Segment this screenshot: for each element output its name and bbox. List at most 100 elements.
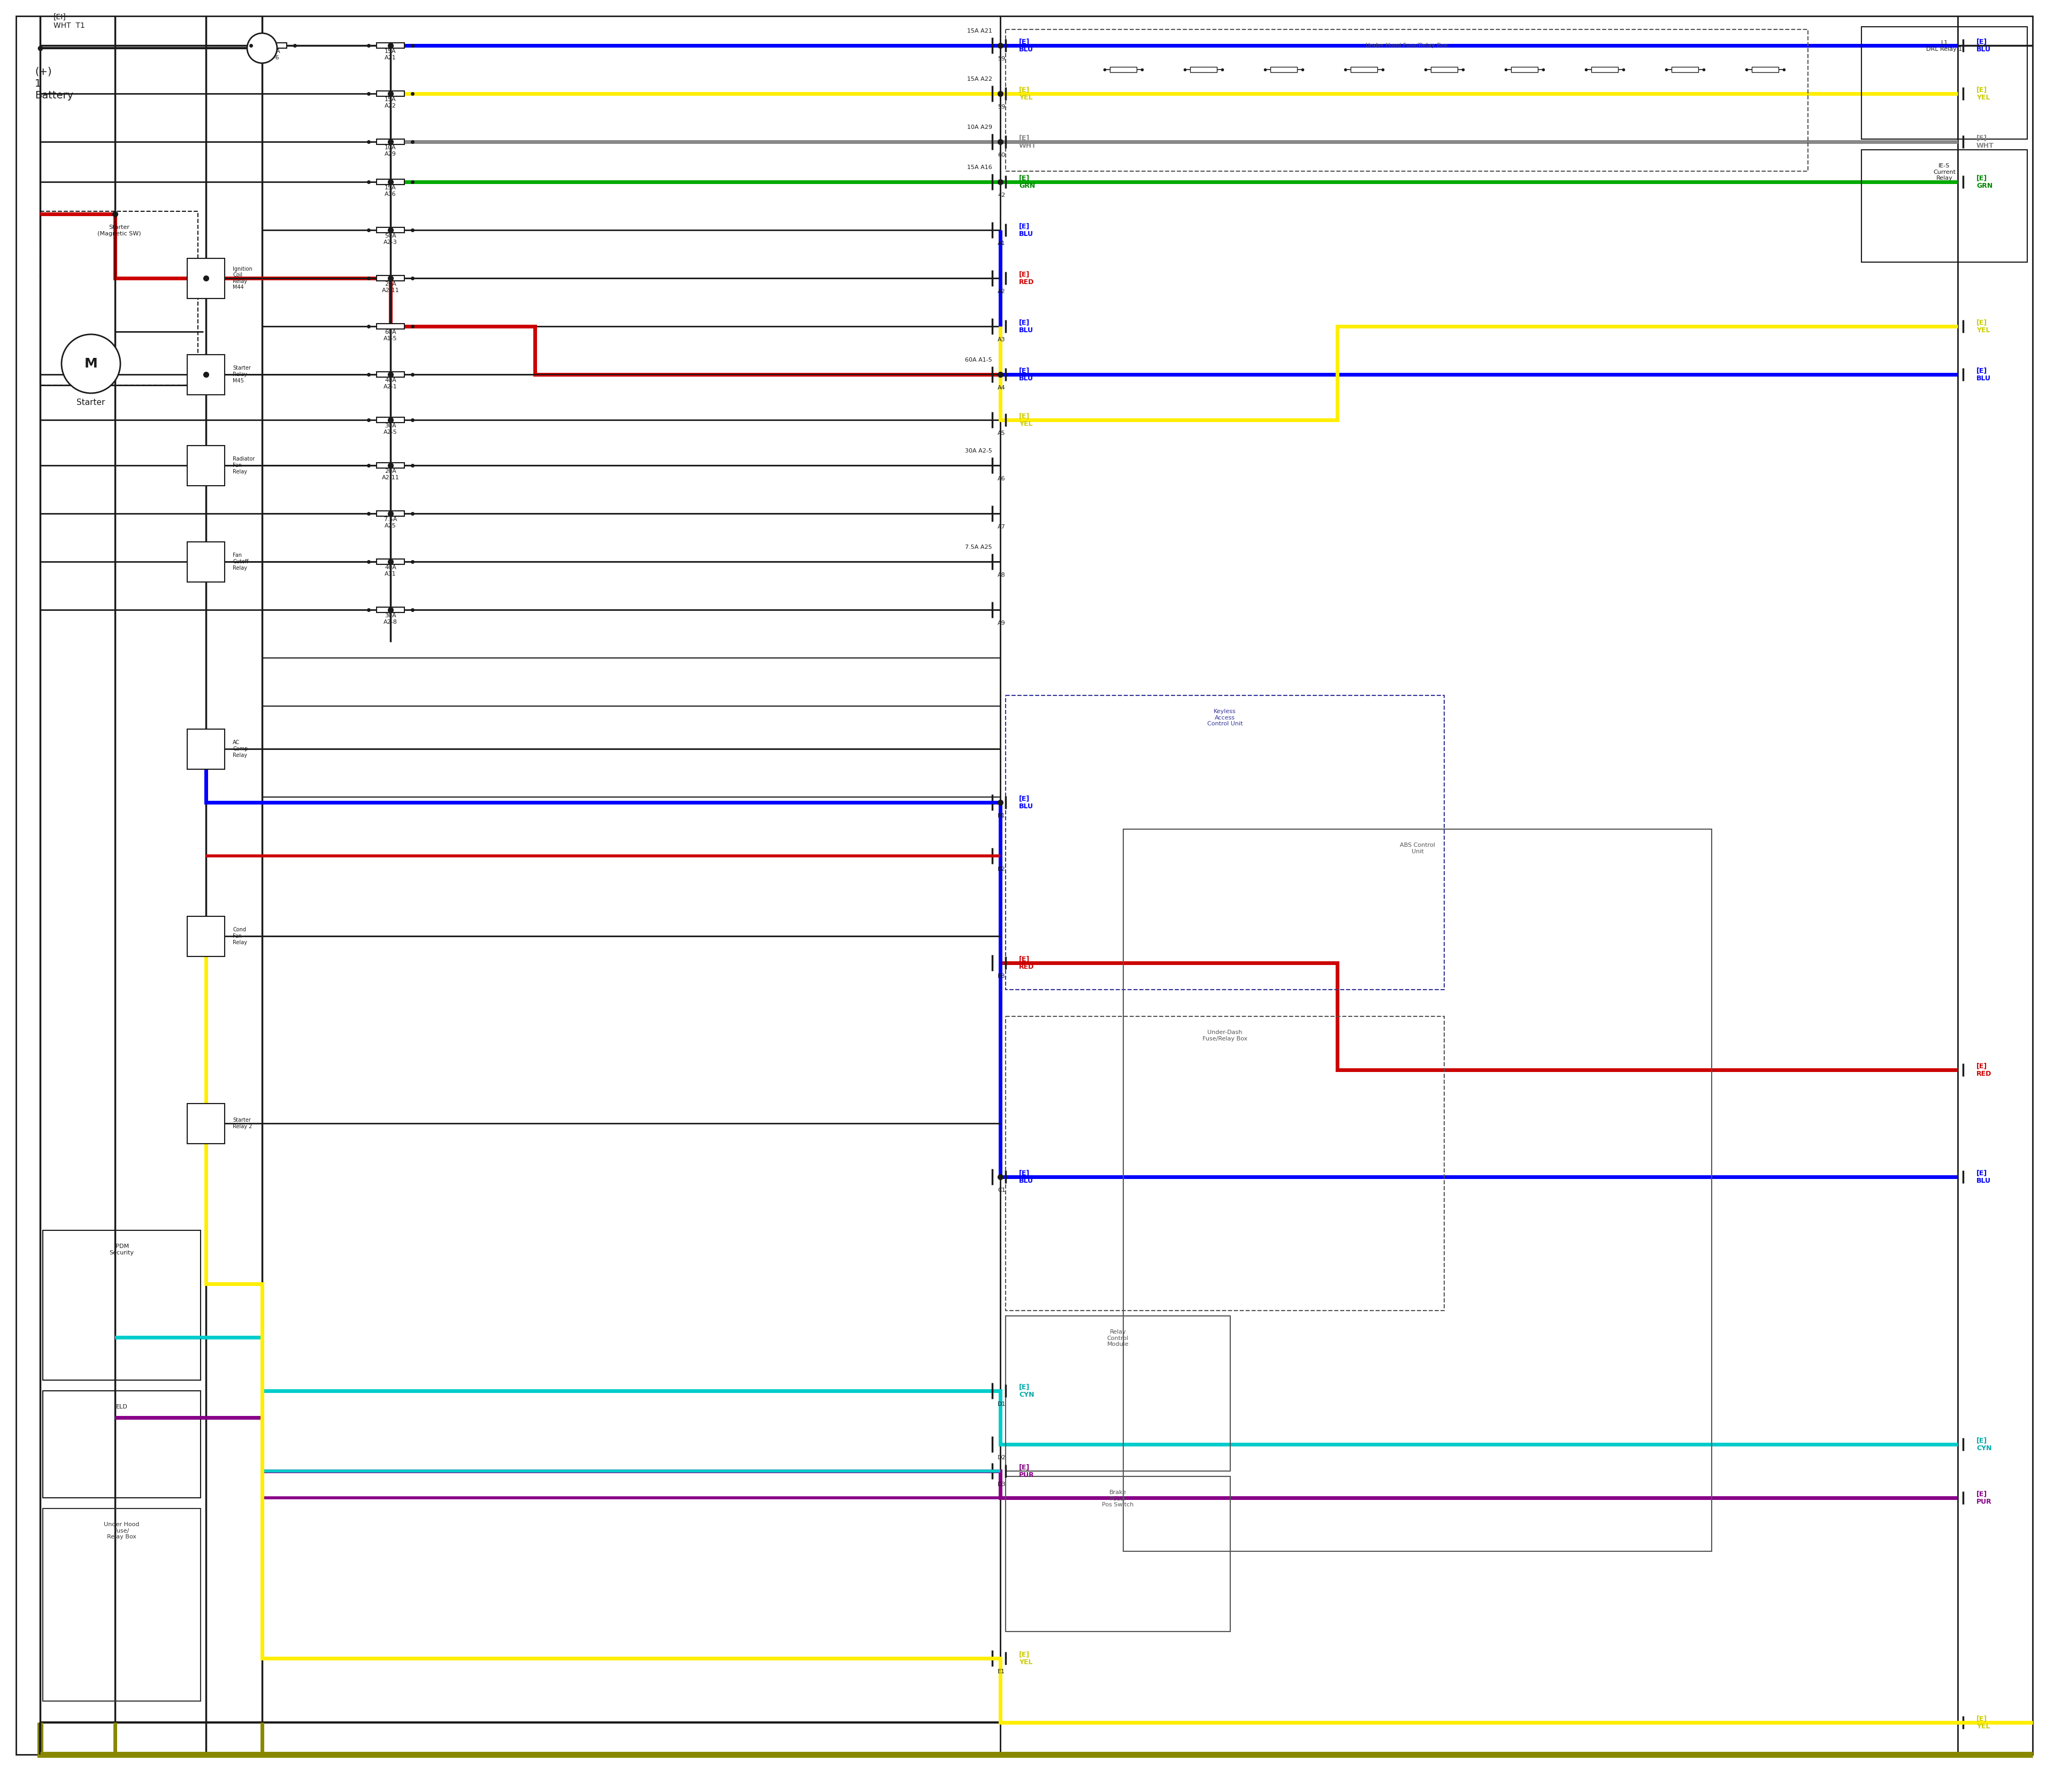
Bar xyxy=(1861,151,2027,262)
Bar xyxy=(43,1391,201,1498)
Text: [E]
BLU: [E] BLU xyxy=(1976,367,1990,382)
Text: IE-S
Current
Relay: IE-S Current Relay xyxy=(1933,163,1955,181)
Text: Under Hood Fuse/Relay Box: Under Hood Fuse/Relay Box xyxy=(1366,43,1448,48)
Text: Ignition
Coil
Relay
M44: Ignition Coil Relay M44 xyxy=(232,267,253,290)
Text: 59: 59 xyxy=(998,104,1004,109)
Bar xyxy=(376,371,405,376)
Text: 30A
A2-8: 30A A2-8 xyxy=(384,613,396,625)
Bar xyxy=(43,1509,201,1701)
Text: [E]
WHT: [E] WHT xyxy=(1019,134,1037,149)
Bar xyxy=(1432,66,1458,72)
Text: 10A A29: 10A A29 xyxy=(967,125,992,131)
Bar xyxy=(376,324,405,330)
Text: 15A
A16: 15A A16 xyxy=(384,185,396,197)
Bar xyxy=(1352,66,1378,72)
Bar xyxy=(376,607,405,613)
Text: D3: D3 xyxy=(998,1482,1006,1487)
Bar xyxy=(1109,66,1136,72)
Bar xyxy=(376,559,405,564)
Text: Brake
Pedal
Pos Switch: Brake Pedal Pos Switch xyxy=(1103,1489,1134,1507)
Bar xyxy=(187,355,224,394)
Text: Starter
(Magnetic SW): Starter (Magnetic SW) xyxy=(97,224,142,237)
Text: [E]
RED: [E] RED xyxy=(1019,271,1033,285)
Bar xyxy=(187,541,224,582)
Text: 7.5A
A25: 7.5A A25 xyxy=(384,516,396,529)
Text: [E]
CYN: [E] CYN xyxy=(1976,1437,1992,1452)
Text: D1: D1 xyxy=(998,1401,1006,1407)
Text: [E]
RED: [E] RED xyxy=(1019,955,1033,969)
Text: 40A
A2-1: 40A A2-1 xyxy=(384,378,396,389)
Text: 20A
A2-11: 20A A2-11 xyxy=(382,281,398,294)
Text: [E]
YEL: [E] YEL xyxy=(1976,86,1990,100)
Text: A4: A4 xyxy=(998,385,1006,391)
Bar xyxy=(376,140,405,145)
Text: [E]
BLU: [E] BLU xyxy=(1019,796,1033,810)
Text: A1: A1 xyxy=(998,240,1004,246)
Text: [E]
PUR: [E] PUR xyxy=(1976,1491,1992,1505)
Text: [E]
CYN: [E] CYN xyxy=(1019,1383,1035,1398)
Bar xyxy=(1592,66,1619,72)
Bar xyxy=(376,418,405,423)
Circle shape xyxy=(62,335,121,392)
Text: 15A A22: 15A A22 xyxy=(967,77,992,82)
Text: Starter: Starter xyxy=(76,398,105,407)
Text: [E]
YEL: [E] YEL xyxy=(1019,412,1033,428)
Text: D2: D2 xyxy=(998,1455,1006,1460)
Text: [E]
BLU: [E] BLU xyxy=(1019,1170,1033,1185)
Text: [E]
BLU: [E] BLU xyxy=(1019,319,1033,333)
Bar xyxy=(259,43,288,48)
Text: [E]
WHT: [E] WHT xyxy=(1976,134,1994,149)
Bar xyxy=(376,462,405,468)
Text: [E]
PUR: [E] PUR xyxy=(1019,1464,1035,1478)
Text: 42: 42 xyxy=(998,192,1004,197)
Text: 15A
A22: 15A A22 xyxy=(384,97,396,109)
Text: B2: B2 xyxy=(998,867,1006,873)
Text: A9: A9 xyxy=(998,620,1006,625)
Bar xyxy=(1672,66,1699,72)
Bar xyxy=(1006,695,1444,989)
Text: 15A A21: 15A A21 xyxy=(967,29,992,34)
Bar xyxy=(376,179,405,185)
Bar xyxy=(1512,66,1538,72)
Text: E1: E1 xyxy=(998,1668,1004,1674)
Text: [E]
YEL: [E] YEL xyxy=(1019,1650,1033,1667)
Text: Radiator
Fan
Relay: Radiator Fan Relay xyxy=(232,457,255,475)
Text: L1
DRL Relay 1: L1 DRL Relay 1 xyxy=(1927,39,1962,52)
Text: Starter
Relay
M45: Starter Relay M45 xyxy=(232,366,251,383)
Text: 30A
A2-5: 30A A2-5 xyxy=(384,423,396,435)
Bar xyxy=(376,43,405,48)
Text: [E]
YEL: [E] YEL xyxy=(1976,1715,1990,1729)
Text: [EI]
WHT  T1: [EI] WHT T1 xyxy=(53,13,84,29)
Text: [E]
BLU: [E] BLU xyxy=(1019,367,1033,382)
Text: Under Hood
Fuse/
Relay Box: Under Hood Fuse/ Relay Box xyxy=(105,1521,140,1539)
Circle shape xyxy=(246,34,277,63)
Bar xyxy=(1189,66,1216,72)
Bar xyxy=(187,258,224,297)
Text: [E]
BLU: [E] BLU xyxy=(1019,38,1033,54)
Bar xyxy=(376,511,405,516)
Text: 15A
A21: 15A A21 xyxy=(384,48,396,61)
Text: 100A
A1-6: 100A A1-6 xyxy=(265,48,281,61)
Text: [E]
BLU: [E] BLU xyxy=(1976,38,1990,54)
Text: [E]
BLU: [E] BLU xyxy=(1976,1170,1990,1185)
Text: 59: 59 xyxy=(998,56,1004,61)
Bar xyxy=(376,228,405,233)
Text: 50A
A2-3: 50A A2-3 xyxy=(384,233,396,246)
Text: Relay
Control
Module: Relay Control Module xyxy=(1107,1330,1130,1348)
Text: Under-Dash
Fuse/Relay Box: Under-Dash Fuse/Relay Box xyxy=(1202,1030,1247,1041)
Text: [E]
RED: [E] RED xyxy=(1976,1063,1992,1077)
Text: [E]
YEL: [E] YEL xyxy=(1019,86,1033,100)
Text: Starter
Relay 2: Starter Relay 2 xyxy=(232,1118,253,1129)
Text: C1: C1 xyxy=(998,1188,1006,1193)
Text: A5: A5 xyxy=(998,430,1004,435)
Bar xyxy=(376,91,405,97)
Text: A7: A7 xyxy=(998,525,1006,530)
Text: AC
Comp
Relay: AC Comp Relay xyxy=(232,740,249,758)
Text: 15A A16: 15A A16 xyxy=(967,165,992,170)
Text: 30A A2-5: 30A A2-5 xyxy=(965,448,992,453)
Bar xyxy=(1269,66,1298,72)
Text: B1: B1 xyxy=(998,814,1004,819)
Text: [E]
GRN: [E] GRN xyxy=(1019,174,1035,190)
Text: ELD: ELD xyxy=(115,1405,127,1410)
Bar xyxy=(1006,1315,1230,1471)
